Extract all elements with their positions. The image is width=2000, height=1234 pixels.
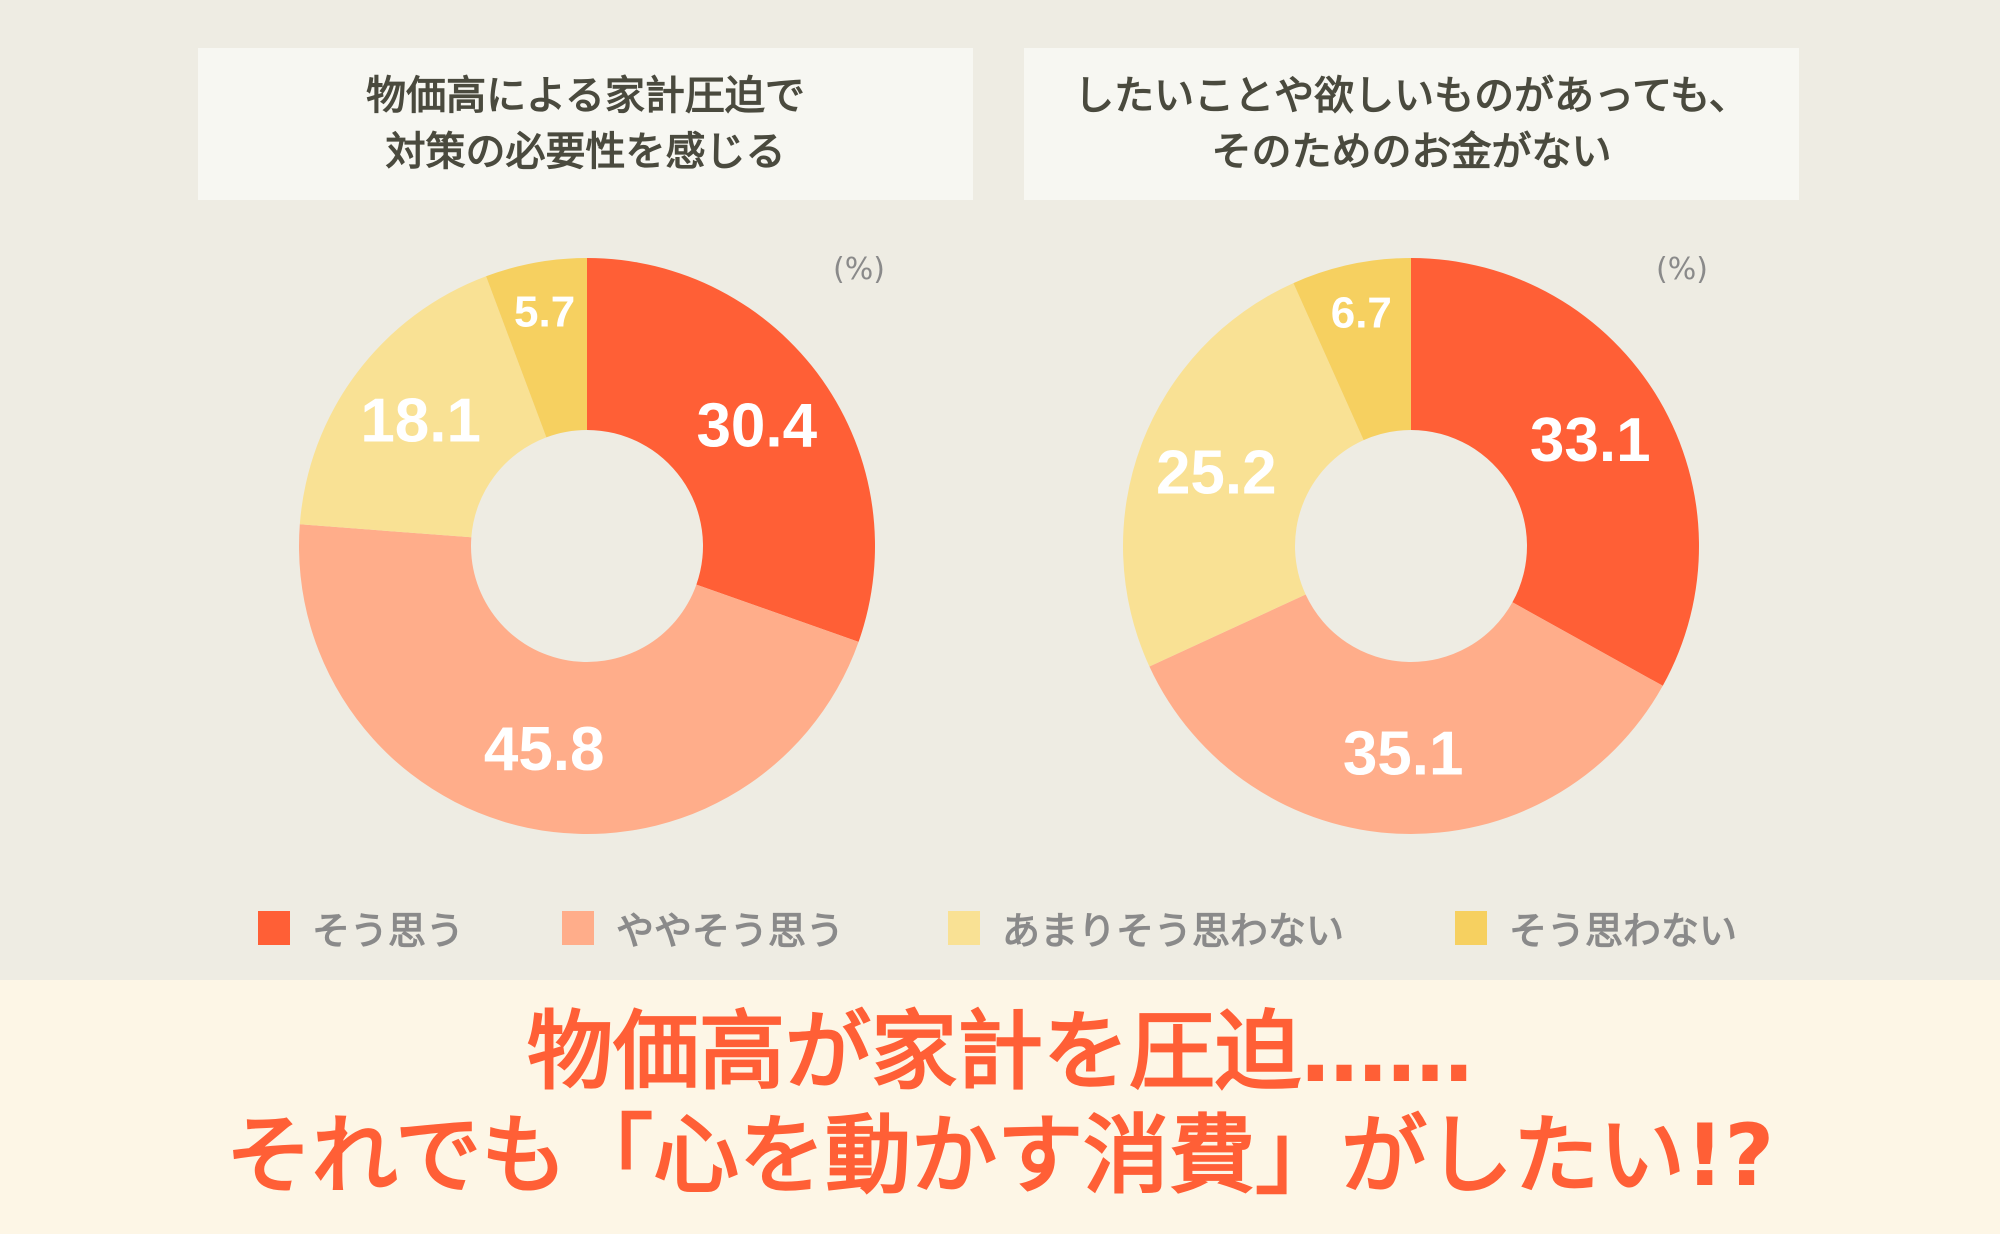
legend-label: ややそう思う <box>616 909 845 953</box>
data-label: 33.1 <box>1530 406 1651 475</box>
data-label: 45.8 <box>484 715 605 784</box>
legend-swatch <box>1455 910 1487 945</box>
legend: そう思う ややそう思う あまりそう思わない そう思わない <box>0 900 2000 953</box>
legend-swatch <box>562 910 594 945</box>
donut-slice-2-1 <box>1411 258 1699 686</box>
legend-item-4: そう思わない <box>1455 900 1737 955</box>
data-label: 5.7 <box>514 287 575 336</box>
donut-charts: 30.4 45.8 18.1 5.7 33.1 35.1 25.2 6.7 <box>298 258 1699 835</box>
legend-label: そう思う <box>312 909 465 953</box>
chart1-title-line1: 物価高による家計圧迫で <box>366 73 805 119</box>
donut-slice-2-2 <box>1149 594 1663 835</box>
chart1-unit: (%) <box>833 252 885 287</box>
donut-slice-2-4 <box>1293 258 1411 441</box>
donut-slice-1-4 <box>486 258 587 438</box>
data-label: 6.7 <box>1331 289 1392 338</box>
chart2-title: したいことや欲しいものがあっても、 そのためのお金がない <box>1024 48 1799 200</box>
legend-swatch <box>948 910 980 945</box>
headline-line2: それでも「心を動かす消費」がしたい!? <box>225 1106 1775 1206</box>
legend-swatch <box>258 910 290 945</box>
legend-label: あまりそう思わない <box>1002 909 1345 953</box>
donut-slice-1-2 <box>298 524 859 835</box>
chart2-title-line1: したいことや欲しいものがあっても、 <box>1074 73 1749 119</box>
legend-label: そう思わない <box>1509 909 1738 953</box>
donut-slice-1-1 <box>587 258 876 642</box>
chart1-title-line2: 対策の必要性を感じる <box>385 129 786 175</box>
data-label: 35.1 <box>1343 719 1464 788</box>
donut-slice-1-3 <box>299 276 547 538</box>
data-label: 30.4 <box>696 391 817 460</box>
legend-item-2: ややそう思う <box>562 900 844 955</box>
donut-slice-2-3 <box>1122 283 1364 667</box>
headline-band: 物価高が家計を圧迫…… それでも「心を動かす消費」がしたい!? <box>0 980 2000 1234</box>
chart2-title-line2: そのためのお金がない <box>1211 129 1612 175</box>
headline-line1: 物価高が家計を圧迫…… <box>527 1002 1473 1102</box>
chart1-title: 物価高による家計圧迫で 対策の必要性を感じる <box>198 48 973 200</box>
legend-item-1: そう思う <box>258 900 464 955</box>
legend-item-3: あまりそう思わない <box>948 900 1344 955</box>
data-label: 25.2 <box>1156 438 1277 507</box>
chart2-unit: (%) <box>1656 252 1708 287</box>
data-label: 18.1 <box>360 387 481 456</box>
